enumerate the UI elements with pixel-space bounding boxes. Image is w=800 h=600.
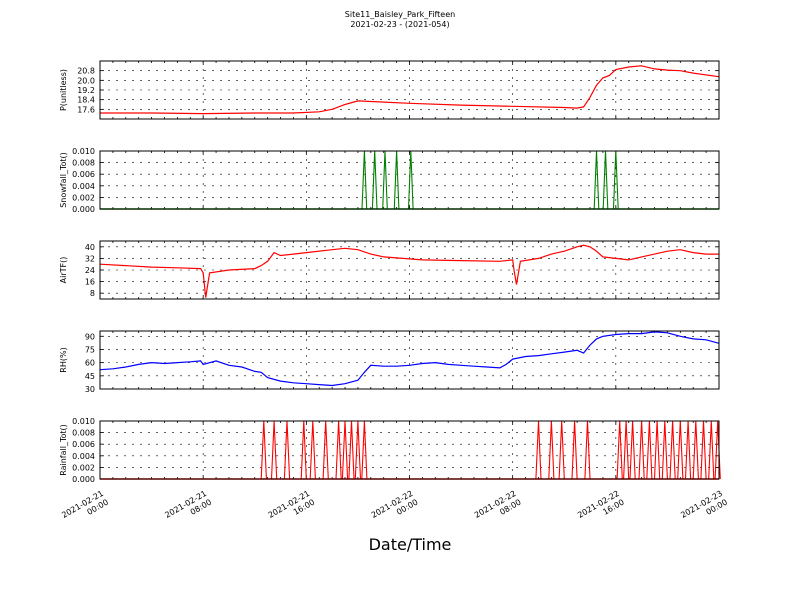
series-spike [322, 420, 329, 480]
y-tick-label: 30 [85, 385, 95, 394]
chart-title: Site11_Baisley_Park_Fifteen [344, 10, 456, 19]
y-tick-label: 0.008 [72, 159, 95, 168]
y-tick-label: 0.000 [72, 475, 95, 484]
y-tick-label: 0.006 [72, 170, 95, 179]
series-spike [283, 420, 291, 480]
series-spike [382, 150, 388, 210]
series-spike [348, 420, 355, 480]
y-tick-label: 32 [85, 254, 95, 263]
series-spike [708, 420, 715, 480]
series-line [100, 65, 720, 115]
chart-title-block: Site11_Baisley_Park_Fifteen 2021-02-23 -… [0, 10, 800, 30]
series-spike [341, 420, 349, 480]
series-line [99, 244, 719, 298]
series-spike [548, 420, 555, 480]
panel-frame [99, 330, 720, 390]
y-tick-label: 24 [85, 266, 95, 275]
y-axis-label: P(unitless) [59, 69, 68, 111]
series-spike [260, 420, 267, 480]
panel-frame [99, 60, 720, 120]
panel-frame [99, 240, 720, 300]
y-tick-label: 75 [85, 345, 95, 354]
x-tick-label: 2021-02-2208:00 [473, 489, 523, 529]
x-axis-label: Date/Time [369, 535, 452, 554]
panel-frame [99, 150, 720, 210]
y-tick-label: 0.004 [72, 452, 95, 461]
series-spike [700, 420, 707, 480]
y-tick-label: 45 [85, 372, 95, 381]
y-tick-label: 0.004 [72, 182, 95, 191]
series-spike [669, 420, 676, 480]
y-tick-label: 0.002 [72, 193, 95, 202]
series-spike [535, 420, 542, 480]
series-spike [361, 420, 368, 480]
y-axis-label: RH(%) [59, 347, 68, 372]
y-tick-label: 0.010 [72, 417, 95, 426]
y-tick-label: 0.006 [72, 440, 95, 449]
x-tick-label: 2021-02-2100:00 [60, 489, 110, 529]
series-line [99, 331, 720, 387]
series-spike [677, 420, 684, 480]
y-tick-label: 18.4 [77, 96, 95, 105]
y-axis-label: Snowfall_Tot() [59, 152, 68, 208]
y-tick-label: 0.008 [72, 429, 95, 438]
series-spike [371, 150, 378, 210]
series-spike [584, 420, 591, 480]
series-spike [653, 420, 661, 480]
y-axis-label: AirTF() [59, 257, 68, 284]
series-spike [616, 420, 623, 480]
series-spike [623, 420, 630, 480]
y-tick-label: 16 [85, 278, 95, 287]
y-tick-label: 0.010 [72, 147, 95, 156]
x-tick-label: 2021-02-2300:00 [679, 489, 729, 529]
y-tick-label: 20.8 [77, 67, 95, 76]
series-spike [407, 150, 414, 210]
series-spike [335, 420, 342, 480]
series-spike [354, 420, 362, 480]
series-spike [684, 420, 692, 480]
y-tick-label: 20.0 [77, 76, 95, 85]
series-spike [393, 150, 400, 210]
panel-frame [99, 420, 720, 480]
series-spike [571, 420, 578, 480]
series-spike [300, 420, 307, 480]
y-tick-label: 0.002 [72, 463, 95, 472]
x-tick-label: 2021-02-2116:00 [267, 489, 317, 529]
x-tick-label: 2021-02-2200:00 [370, 489, 420, 529]
series-spike [714, 420, 721, 480]
series-spike [646, 420, 653, 480]
series-spike [270, 420, 278, 480]
series-spike [361, 150, 368, 210]
x-tick-label: 2021-02-2216:00 [576, 489, 626, 529]
y-tick-label: 0.000 [72, 205, 95, 214]
y-tick-label: 40 [85, 243, 95, 252]
y-tick-label: 8 [90, 289, 95, 298]
series-spike [309, 420, 316, 480]
y-tick-label: 19.2 [77, 86, 95, 95]
series-spike [593, 150, 600, 210]
chart-subtitle: 2021-02-23 - (2021-054) [350, 20, 450, 29]
y-tick-label: 90 [85, 332, 95, 341]
series-spike [692, 420, 699, 480]
y-tick-label: 60 [85, 359, 95, 368]
y-axis-label: Rainfall_Tot() [59, 424, 68, 476]
y-tick-label: 17.6 [77, 105, 95, 114]
series-spike [558, 420, 565, 480]
series-spike [629, 420, 636, 480]
series-spike [661, 420, 668, 480]
series-spike [638, 420, 645, 480]
series-spike [602, 150, 609, 210]
x-tick-label: 2021-02-2108:00 [163, 489, 213, 529]
